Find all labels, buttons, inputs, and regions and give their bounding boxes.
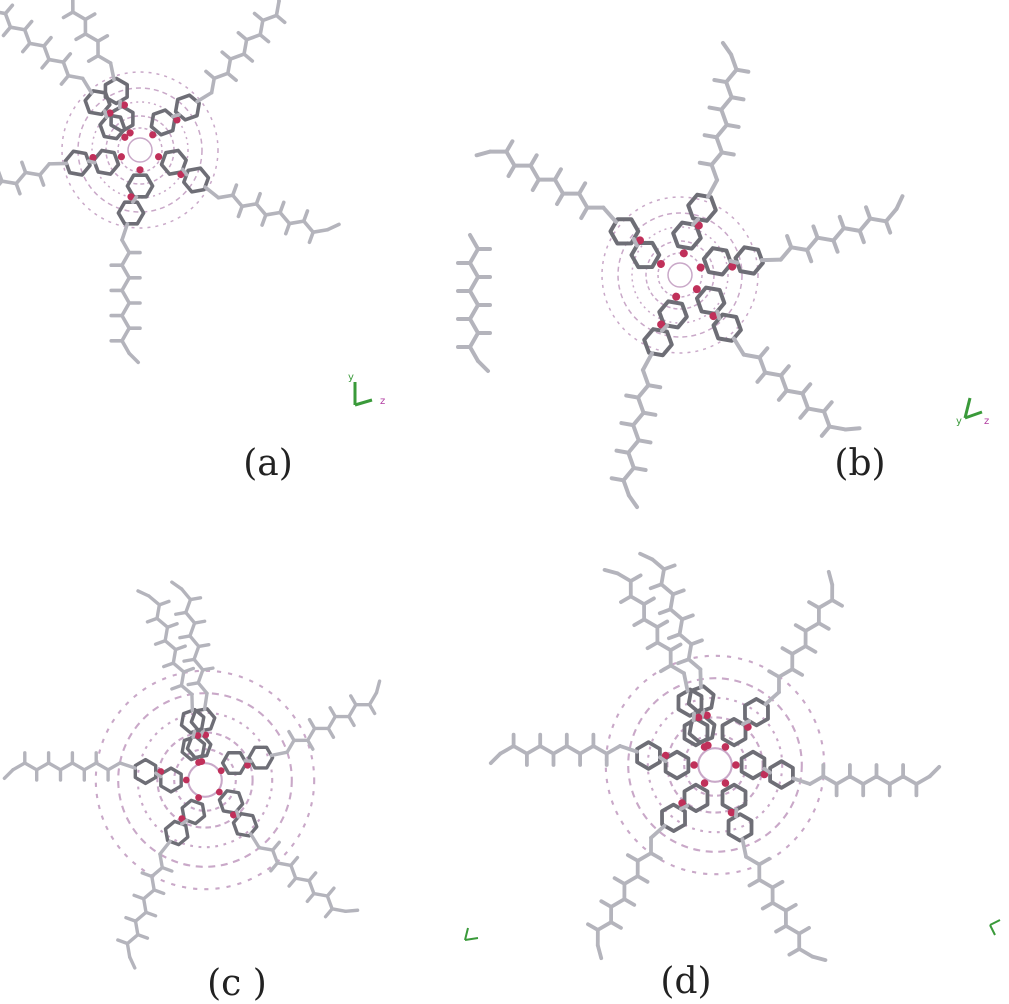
axis-triad-d [990,920,1000,935]
axis-label: y [348,372,354,383]
molecule-d [491,544,939,974]
panel-label: (b) [834,443,885,484]
axis-triad-c [465,928,478,940]
axis-label: z [380,396,385,407]
molecule-a [0,0,344,362]
page: y z y z (a) (b) (c [0,0,1009,1004]
axis-triad-a: y z [348,372,385,407]
figure: y z y z (a) (b) (c [0,0,1009,1004]
molecule-b [458,40,913,510]
axis-label: y [956,416,962,427]
axis-label: z [984,416,989,427]
molecule-c [4,578,392,973]
panel-label: (c ) [207,963,267,1004]
panel-label: (d) [660,961,711,1002]
panel-label: (a) [243,443,293,484]
axis-triad-b: y z [956,398,989,427]
